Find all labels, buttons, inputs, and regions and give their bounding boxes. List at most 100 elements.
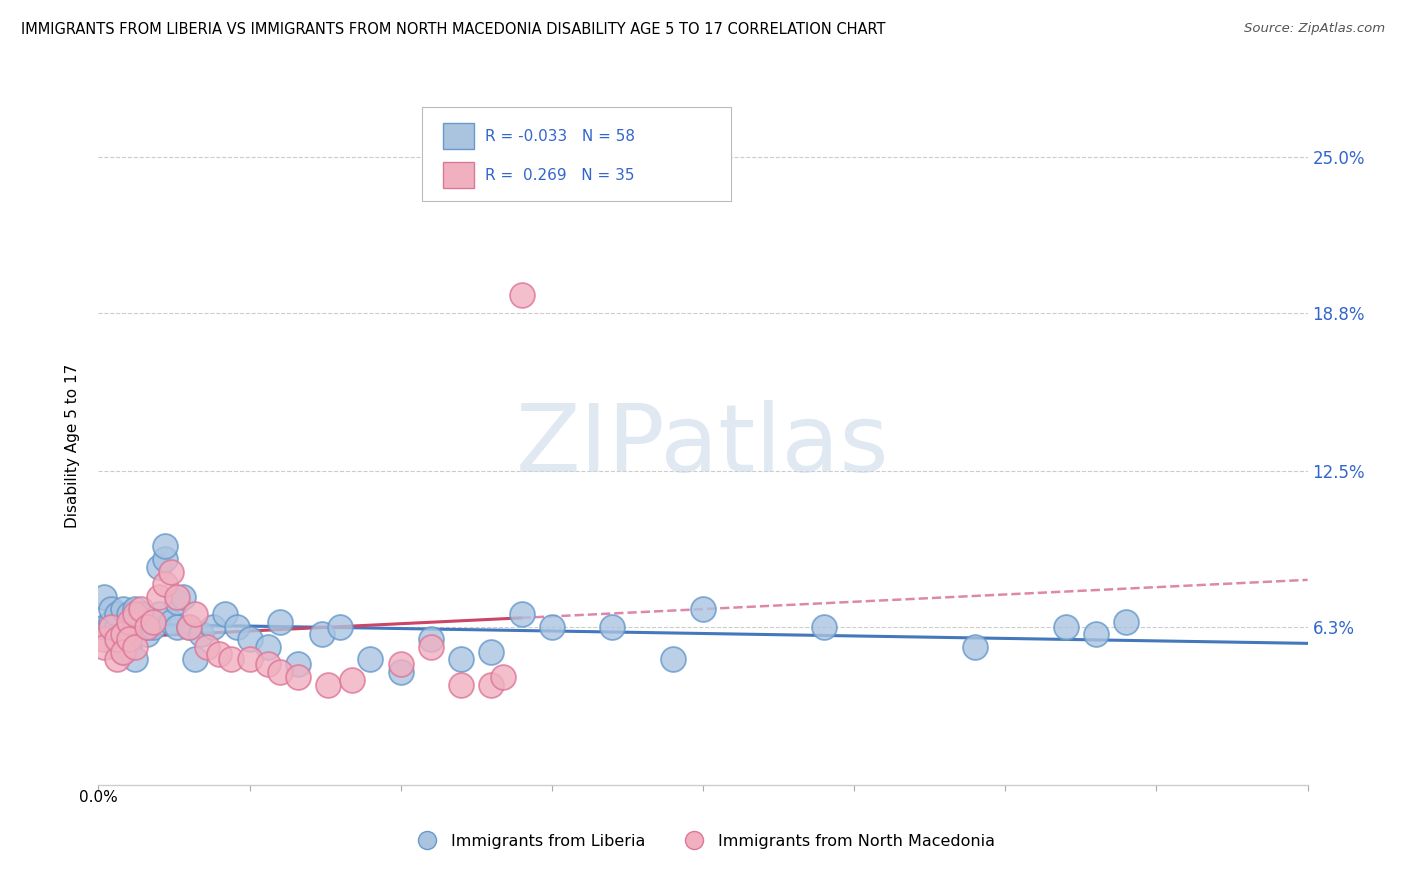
Point xyxy=(692,602,714,616)
Point xyxy=(111,627,134,641)
Point xyxy=(602,620,624,634)
Point xyxy=(111,635,134,649)
Point xyxy=(481,645,503,659)
Point xyxy=(153,540,176,554)
Point xyxy=(105,640,128,654)
Point xyxy=(160,565,183,579)
Point xyxy=(661,652,683,666)
Point xyxy=(166,590,188,604)
Point xyxy=(135,620,157,634)
Point xyxy=(329,620,352,634)
Point xyxy=(239,632,262,647)
Point xyxy=(118,607,141,622)
Point xyxy=(287,657,309,672)
Point xyxy=(142,620,165,634)
Point xyxy=(100,615,122,629)
Point xyxy=(287,670,309,684)
Point xyxy=(342,673,364,687)
Point xyxy=(93,640,115,654)
Point xyxy=(93,590,115,604)
Point xyxy=(93,632,115,647)
Point xyxy=(208,648,231,662)
Point xyxy=(118,620,141,634)
Point xyxy=(420,632,443,647)
Point xyxy=(105,652,128,666)
Point xyxy=(214,607,236,622)
Point xyxy=(105,632,128,647)
Point xyxy=(142,615,165,629)
Point xyxy=(93,620,115,634)
Point xyxy=(510,288,533,302)
Point xyxy=(124,652,146,666)
Point xyxy=(166,595,188,609)
Point xyxy=(179,620,201,634)
Text: ZIPatlas: ZIPatlas xyxy=(516,400,890,492)
Point xyxy=(100,620,122,634)
Text: IMMIGRANTS FROM LIBERIA VS IMMIGRANTS FROM NORTH MACEDONIA DISABILITY AGE 5 TO 1: IMMIGRANTS FROM LIBERIA VS IMMIGRANTS FR… xyxy=(21,22,886,37)
Point xyxy=(316,677,339,691)
Point xyxy=(202,620,225,634)
Point xyxy=(226,620,249,634)
Text: R = -0.033   N = 58: R = -0.033 N = 58 xyxy=(485,128,636,144)
Point xyxy=(129,607,152,622)
Point xyxy=(129,620,152,634)
Point xyxy=(111,645,134,659)
Point xyxy=(105,607,128,622)
Point xyxy=(256,640,278,654)
Point xyxy=(481,677,503,691)
Point xyxy=(492,670,515,684)
Point xyxy=(100,602,122,616)
Text: Source: ZipAtlas.com: Source: ZipAtlas.com xyxy=(1244,22,1385,36)
Point xyxy=(269,665,291,679)
Point xyxy=(124,607,146,622)
Point xyxy=(135,620,157,634)
Point xyxy=(179,620,201,634)
Point xyxy=(221,652,243,666)
Point xyxy=(184,607,207,622)
Point xyxy=(450,677,472,691)
Point xyxy=(118,640,141,654)
Point xyxy=(118,615,141,629)
Point xyxy=(153,552,176,566)
Point xyxy=(111,627,134,641)
Point xyxy=(450,652,472,666)
Point xyxy=(111,645,134,659)
Point xyxy=(1085,627,1108,641)
Point xyxy=(256,657,278,672)
Point xyxy=(129,602,152,616)
Point xyxy=(111,602,134,616)
Point xyxy=(166,620,188,634)
Point xyxy=(420,640,443,654)
Point xyxy=(1115,615,1137,629)
Point xyxy=(965,640,987,654)
Point xyxy=(124,620,146,634)
Point xyxy=(389,665,412,679)
Point xyxy=(118,635,141,649)
Point xyxy=(540,620,562,634)
Point xyxy=(389,657,412,672)
Point xyxy=(184,652,207,666)
Point xyxy=(135,627,157,641)
Point xyxy=(510,607,533,622)
Point xyxy=(269,615,291,629)
Point xyxy=(239,652,262,666)
Point xyxy=(153,577,176,591)
Y-axis label: Disability Age 5 to 17: Disability Age 5 to 17 xyxy=(65,364,80,528)
Point xyxy=(311,627,333,641)
Point xyxy=(148,607,170,622)
Point xyxy=(118,632,141,647)
Point xyxy=(124,640,146,654)
Point xyxy=(160,615,183,629)
Point xyxy=(124,602,146,616)
Text: R =  0.269   N = 35: R = 0.269 N = 35 xyxy=(485,168,634,183)
Point xyxy=(105,620,128,634)
Point xyxy=(360,652,382,666)
Legend: Immigrants from Liberia, Immigrants from North Macedonia: Immigrants from Liberia, Immigrants from… xyxy=(405,827,1001,855)
Point xyxy=(1054,620,1077,634)
Point xyxy=(813,620,835,634)
Point xyxy=(148,559,170,574)
Point xyxy=(172,590,194,604)
Point xyxy=(195,640,218,654)
Point xyxy=(190,627,212,641)
Point xyxy=(148,590,170,604)
